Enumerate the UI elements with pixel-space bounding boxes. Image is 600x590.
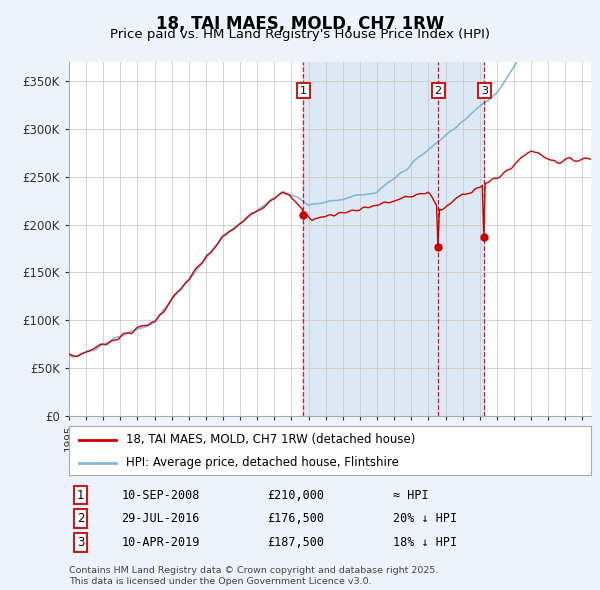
Text: 18, TAI MAES, MOLD, CH7 1RW: 18, TAI MAES, MOLD, CH7 1RW — [156, 15, 444, 33]
Text: 3: 3 — [77, 536, 84, 549]
Text: 10-APR-2019: 10-APR-2019 — [121, 536, 200, 549]
Text: £187,500: £187,500 — [268, 536, 325, 549]
Text: Price paid vs. HM Land Registry's House Price Index (HPI): Price paid vs. HM Land Registry's House … — [110, 28, 490, 41]
Text: 18% ↓ HPI: 18% ↓ HPI — [392, 536, 457, 549]
Text: HPI: Average price, detached house, Flintshire: HPI: Average price, detached house, Flin… — [127, 456, 399, 469]
Text: 1: 1 — [77, 489, 84, 502]
Text: 29-JUL-2016: 29-JUL-2016 — [121, 512, 200, 525]
Text: 1: 1 — [300, 86, 307, 96]
Text: £176,500: £176,500 — [268, 512, 325, 525]
Text: 2: 2 — [434, 86, 442, 96]
Text: 18, TAI MAES, MOLD, CH7 1RW (detached house): 18, TAI MAES, MOLD, CH7 1RW (detached ho… — [127, 433, 416, 446]
Text: ≈ HPI: ≈ HPI — [392, 489, 428, 502]
Text: Contains HM Land Registry data © Crown copyright and database right 2025.: Contains HM Land Registry data © Crown c… — [69, 566, 439, 575]
Text: 10-SEP-2008: 10-SEP-2008 — [121, 489, 200, 502]
Bar — [304, 62, 484, 416]
Text: 2: 2 — [77, 512, 84, 525]
Text: 20% ↓ HPI: 20% ↓ HPI — [392, 512, 457, 525]
Text: £210,000: £210,000 — [268, 489, 325, 502]
Text: This data is licensed under the Open Government Licence v3.0.: This data is licensed under the Open Gov… — [69, 577, 371, 586]
Text: 3: 3 — [481, 86, 488, 96]
